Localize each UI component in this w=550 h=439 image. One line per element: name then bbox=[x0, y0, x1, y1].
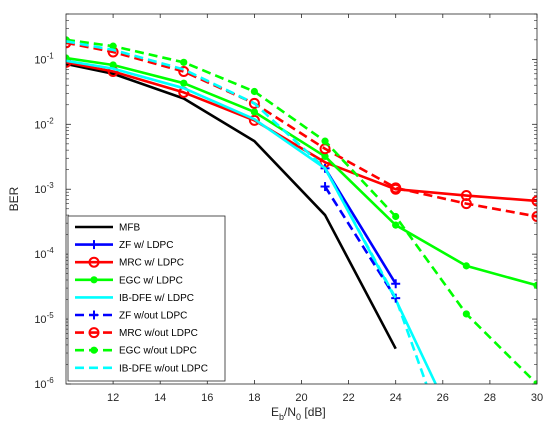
data-point-mrc-w-ldpc bbox=[531, 195, 537, 207]
y-tick-label: 10-6 bbox=[34, 376, 54, 391]
data-point-egc-w-out-ldpc bbox=[109, 42, 117, 50]
data-point-mrc-w-out-ldpc bbox=[460, 198, 472, 210]
legend-label-mrc-w-out-ldpc: MRC w/out LDPC bbox=[119, 328, 198, 339]
legend-label-egc-w-ldpc: EGC w/ LDPC bbox=[119, 275, 183, 286]
y-tick-label: 10-2 bbox=[34, 116, 54, 131]
x-tick-label: 18 bbox=[248, 392, 260, 404]
data-point-mrc-w-out-ldpc bbox=[248, 97, 260, 109]
legend-marker-mrc-w-out-ldpc bbox=[88, 327, 100, 339]
x-axis-label-e: E bbox=[271, 405, 279, 419]
series-egc-w-out-ldpc bbox=[66, 36, 537, 384]
data-point-egc-w-out-ldpc bbox=[250, 87, 258, 96]
series-zf-w-out-ldpc bbox=[320, 182, 401, 303]
x-axis-label-slash: /N bbox=[284, 405, 296, 419]
x-tick-label: 12 bbox=[107, 392, 119, 404]
data-point-egc-w-out-ldpc bbox=[533, 380, 537, 384]
x-axis-label-sub-0: 0 bbox=[296, 412, 301, 422]
x-tick-label: 26 bbox=[437, 392, 449, 404]
y-tick-label: 10-1 bbox=[34, 51, 54, 66]
x-tick-label: 24 bbox=[390, 392, 402, 404]
data-point-egc-w-ldpc bbox=[321, 152, 329, 161]
legend-label-ib-dfe-w-out-ldpc: IB-DFE w/out LDPC bbox=[119, 363, 208, 374]
legend-label-zf-w-ldpc: ZF w/ LDPC bbox=[119, 240, 173, 251]
series-line-ib-dfe-w-out-ldpc bbox=[66, 40, 428, 384]
x-axis-label-unit: [dB] bbox=[301, 405, 326, 419]
data-point-egc-w-ldpc bbox=[392, 221, 400, 229]
x-axis-label-sub-b: b bbox=[279, 412, 284, 422]
y-axis-label: BER bbox=[7, 186, 21, 211]
data-point-egc-w-out-ldpc bbox=[462, 310, 470, 318]
data-point-egc-w-out-ldpc bbox=[321, 137, 329, 145]
y-tick-label: 10-3 bbox=[34, 181, 54, 196]
series-mfb bbox=[66, 62, 397, 350]
x-tick-label: 28 bbox=[484, 392, 496, 404]
series-line-egc-w-out-ldpc bbox=[66, 38, 537, 384]
x-tick-label: 30 bbox=[531, 392, 543, 404]
data-point-egc-w-out-ldpc bbox=[180, 58, 188, 66]
series-line-mrc-w-out-ldpc bbox=[66, 41, 537, 218]
data-point-egc-w-out-ldpc bbox=[392, 212, 400, 221]
data-point-egc-w-ldpc bbox=[462, 262, 470, 270]
x-axis-ticks: 12 14 16 18 20 22 24 26 28 30 bbox=[107, 14, 543, 404]
data-point-egc-w-ldpc bbox=[533, 281, 537, 290]
series-group bbox=[66, 36, 537, 384]
plot-frame bbox=[65, 13, 538, 385]
legend-label-zf-w-out-ldpc: ZF w/out LDPC bbox=[119, 311, 187, 322]
legend-label-egc-w-out-ldpc: EGC w/out LDPC bbox=[119, 346, 197, 357]
y-axis-ticks: 10-6 10-5 10-4 10-3 10-2 10-1 bbox=[34, 13, 537, 391]
legend-marker-mrc-w-ldpc bbox=[88, 256, 100, 268]
x-tick-label: 20 bbox=[295, 392, 307, 404]
data-point-egc-w-ldpc bbox=[250, 108, 258, 116]
y-tick-label: 10-4 bbox=[34, 246, 54, 261]
legend-label-mrc-w-ldpc: MRC w/ LDPC bbox=[119, 258, 184, 269]
x-tick-label: 14 bbox=[154, 392, 166, 404]
series-line-mrc-w-ldpc bbox=[66, 61, 537, 203]
data-point-egc-w-ldpc bbox=[180, 79, 188, 87]
legend-marker-egc-w-out-ldpc bbox=[90, 346, 98, 354]
legend-label-mfb: MFB bbox=[119, 223, 140, 234]
data-point-mrc-w-ldpc bbox=[248, 114, 260, 126]
data-point-mrc-w-out-ldpc bbox=[531, 211, 537, 223]
legend-label-ib-dfe-w-ldpc: IB-DFE w/ LDPC bbox=[119, 293, 194, 304]
data-point-mrc-w-out-ldpc bbox=[390, 182, 402, 194]
x-axis-label: Eb/N0 [dB] bbox=[271, 405, 326, 422]
series-line-mfb bbox=[66, 62, 397, 350]
legend: MFB ZF w/ LDPC MRC w/ LDPC EGC w/ LDPC IB-DF… bbox=[67, 215, 226, 382]
data-point-egc-w-ldpc bbox=[109, 61, 117, 69]
y-tick-label: 10-5 bbox=[34, 311, 54, 326]
series-ib-dfe-w-out-ldpc bbox=[66, 40, 428, 384]
legend-marker-egc-w-ldpc bbox=[90, 276, 98, 284]
x-tick-label: 16 bbox=[201, 392, 213, 404]
x-tick-label: 22 bbox=[342, 392, 354, 404]
series-line-zf-w-out-ldpc bbox=[323, 185, 397, 299]
